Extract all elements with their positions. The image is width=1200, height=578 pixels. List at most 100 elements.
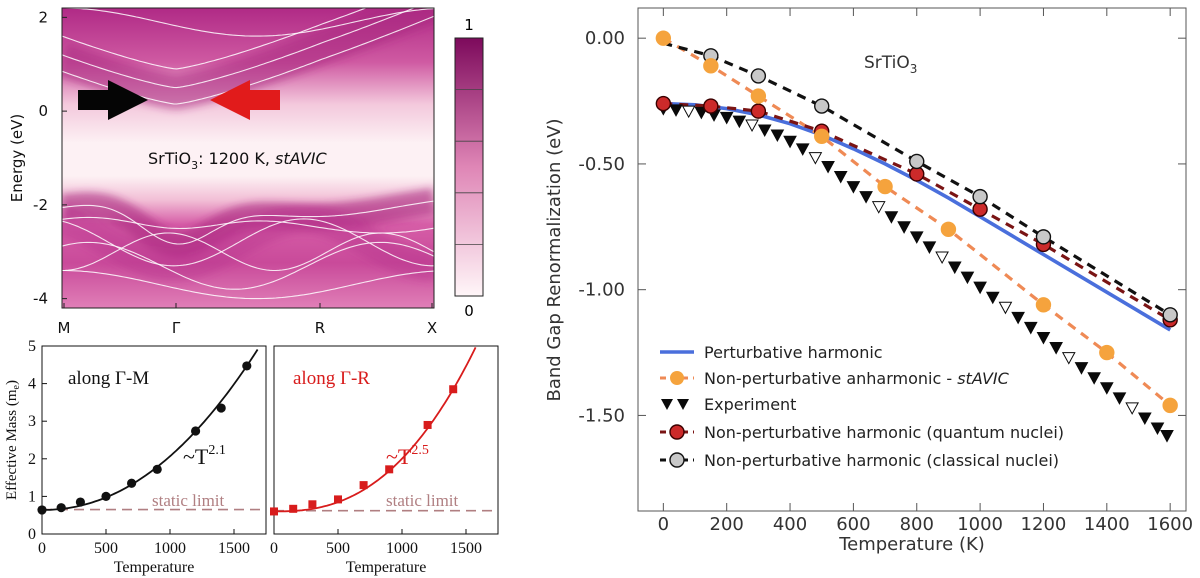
- experiment-point: [1049, 342, 1063, 355]
- mass-gamma-m-static-label: static limit: [152, 491, 225, 510]
- anharmonic-point: [1162, 397, 1178, 414]
- anharmonic-point: [750, 88, 767, 104]
- energy-tick-label: 2: [38, 8, 48, 26]
- temperature-tick-label: 1600: [1147, 514, 1193, 535]
- mass-point: [37, 505, 47, 515]
- black-arrow: [78, 80, 148, 120]
- experiment-point: [1112, 392, 1127, 405]
- mass-tick-label: 5: [28, 338, 36, 355]
- temperature-tick-label: 400: [773, 514, 807, 535]
- band-line: [62, 216, 434, 234]
- mass-point: [359, 481, 368, 490]
- mass-gamma-m-fit-label: ~T2.1: [183, 443, 226, 469]
- colorbar-max-label: 1: [464, 16, 474, 34]
- energy-axis-label: Energy (eV): [8, 114, 26, 202]
- mass-ylabel: Effective Mass (me): [4, 380, 22, 500]
- experiment-point: [973, 281, 987, 295]
- temperature-tick-label: 1500: [218, 540, 250, 557]
- mass-gamma-r-title: along Γ-R: [293, 368, 370, 389]
- band-gap-panel: 0.00 -0.50 -1.00 -1.50 0 200 400 600 800 1000 120…: [544, 7, 1193, 555]
- mass-point: [191, 426, 201, 436]
- classical-nuclei-point: [1035, 229, 1052, 245]
- mass-gamma-m-title: along Γ-M: [68, 368, 149, 389]
- power-law-fit: [274, 346, 477, 513]
- temperature-tick-label: 1000: [154, 540, 186, 557]
- mass-gamma-r-fit-label: ~T2.5: [386, 443, 429, 469]
- experiment-point: [1061, 352, 1076, 365]
- band-gap-frame: [637, 7, 1187, 512]
- band-line: [62, 269, 434, 300]
- mass-point: [75, 497, 85, 507]
- anharmonic-point: [655, 30, 672, 46]
- band-gap-xlabel: Temperature (K): [838, 534, 985, 555]
- band-line: [62, 8, 434, 37]
- band-line: [62, 8, 368, 70]
- k-point-label: M: [58, 319, 71, 337]
- experiment-point: [732, 115, 747, 129]
- experiment-point: [1160, 430, 1174, 443]
- energy-tick-label: -2: [33, 196, 48, 214]
- experiment-point: [1011, 311, 1025, 325]
- band-structure-panel: 2 0 -2 -4 M Γ R X Energy (eV) SrTiO3: 1200 K, …: [8, 7, 484, 337]
- mass-gamma-r-panel: 0 500 1000 1500 along Γ-R ~T2.5 static limi…: [270, 345, 499, 576]
- mass-gamma-m-xlabel: Temperature: [114, 559, 195, 576]
- experiment-point: [1099, 382, 1114, 395]
- power-law-fit: [42, 349, 259, 511]
- gap-tick-label: -0.50: [578, 154, 625, 175]
- mass-point: [216, 403, 226, 413]
- experiment-point: [757, 124, 772, 138]
- experiment-point: [669, 104, 683, 117]
- mass-point: [385, 465, 394, 474]
- anharmonic-point: [814, 128, 830, 144]
- mass-point: [423, 420, 432, 429]
- temperature-tick-label: 0: [38, 540, 46, 557]
- band-line: [62, 218, 434, 267]
- legend-perturbative-label: Perturbative harmonic: [704, 343, 883, 362]
- temperature-tick-label: 1400: [1084, 514, 1130, 535]
- colorbar-min-label: 0: [464, 302, 474, 320]
- mass-point: [289, 504, 298, 513]
- band-gap-ylabel: Band Gap Renormalization (eV): [544, 118, 565, 401]
- anharmonic-point: [1035, 297, 1052, 313]
- mass-point: [308, 500, 317, 509]
- energy-tick-label: 0: [38, 102, 48, 120]
- quantum-dash-line: [663, 102, 1172, 322]
- experiment-point: [884, 211, 899, 224]
- gap-tick-label: -1.50: [578, 405, 625, 426]
- temperature-tick-label: 500: [94, 540, 118, 557]
- legend-experiment-label: Experiment: [704, 395, 796, 414]
- temperature-tick-label: 800: [900, 514, 934, 535]
- experiment-point: [871, 201, 886, 214]
- mass-point: [449, 385, 458, 394]
- heatmap-frame: [61, 7, 435, 309]
- mass-tick-label: 3: [28, 413, 36, 430]
- experiment-point: [795, 143, 810, 156]
- conduction-band-intensity: [62, 8, 434, 110]
- mass-point: [127, 478, 137, 488]
- anharmonic-point: [1099, 344, 1115, 361]
- classical-nuclei-point: [909, 153, 925, 170]
- experiment-point: [1036, 331, 1051, 345]
- classical-nuclei-point: [972, 188, 988, 205]
- temperature-tick-label: 1200: [1021, 514, 1067, 535]
- experiment-point: [770, 129, 785, 143]
- experiment-point: [783, 135, 797, 149]
- energy-tick-label: -4: [33, 290, 48, 308]
- experiment-point: [897, 221, 911, 234]
- temperature-tick-label: 1000: [386, 540, 418, 557]
- experiment-point: [833, 171, 848, 184]
- experiment-point: [1087, 372, 1101, 385]
- quantum-nuclei-point: [750, 103, 767, 119]
- band-line: [62, 241, 434, 290]
- mass-point: [270, 507, 278, 516]
- experiment-point: [1150, 422, 1165, 436]
- experiment-point: [1125, 402, 1139, 415]
- mass-tick-label: 0: [28, 526, 36, 543]
- experiment-point: [1023, 321, 1038, 335]
- legend-anharmonic-marker: [670, 371, 684, 385]
- anharmonic-dash-line: [662, 36, 1172, 407]
- mass-point: [242, 361, 252, 371]
- anharmonic-point: [877, 178, 893, 195]
- classical-dash-line: [662, 41, 1172, 317]
